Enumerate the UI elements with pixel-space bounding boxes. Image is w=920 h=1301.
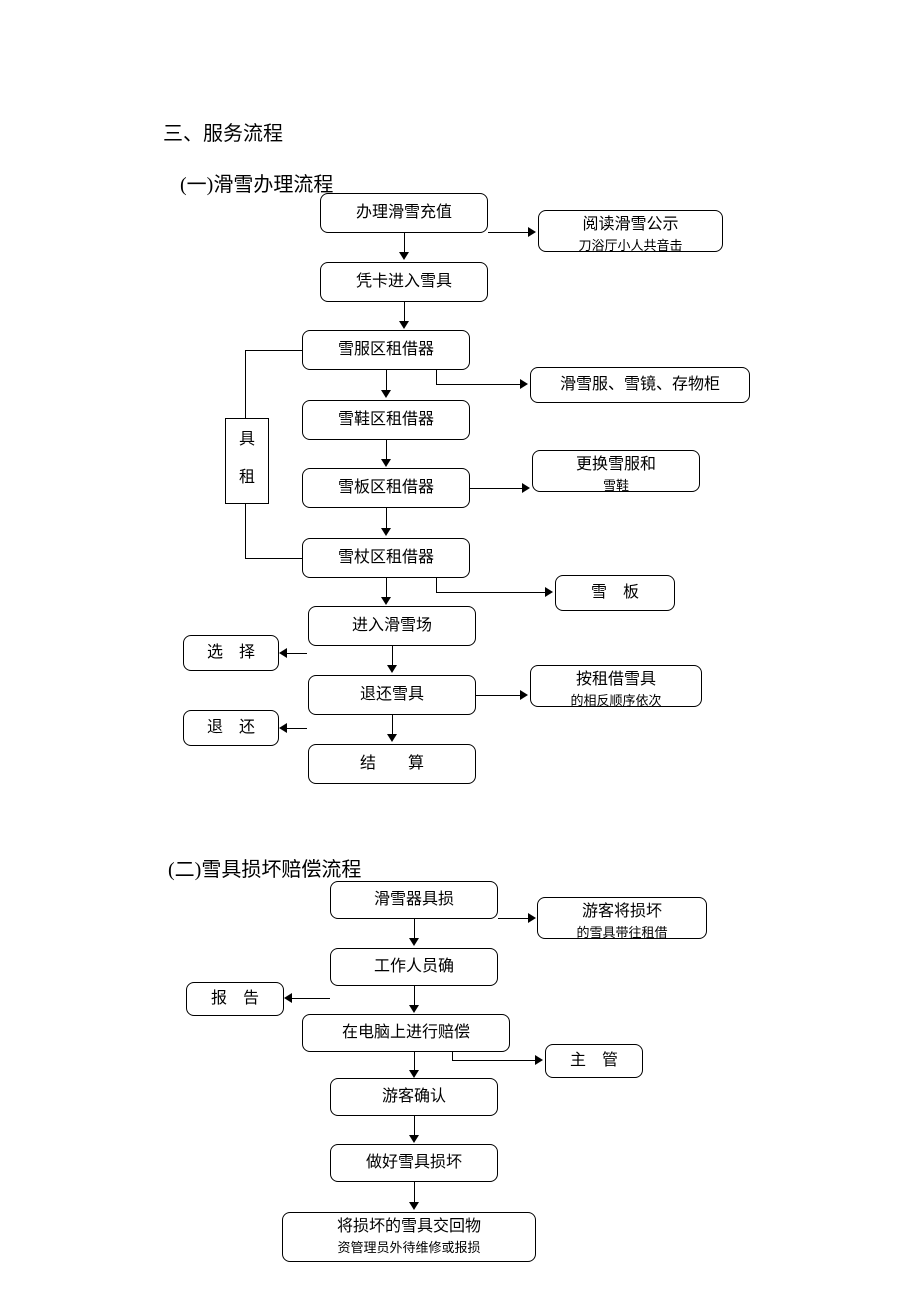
flow-node-n3: 雪服区租借器 [302, 330, 470, 370]
connector [386, 508, 387, 530]
connector [470, 488, 524, 489]
heading: 三、服务流程 [163, 117, 283, 146]
connector [488, 232, 531, 233]
connector [381, 528, 391, 536]
connector [290, 998, 330, 999]
connector [476, 695, 522, 696]
flow-node-n8: 退还雪具 [308, 675, 476, 715]
connector [245, 558, 302, 559]
connector [399, 321, 409, 329]
connector [436, 384, 522, 385]
flow-node-l2: 选 择 [183, 635, 279, 671]
connector [409, 1135, 419, 1143]
connector [279, 648, 287, 658]
flow-node-r3: 更换雪服和雪鞋 [532, 450, 700, 492]
flow-node-n4: 雪鞋区租借器 [302, 400, 470, 440]
connector [452, 1060, 537, 1061]
flow-sidebox-l1: 具租 [225, 418, 269, 504]
flow-node-m2: 工作人员确 [330, 948, 498, 986]
connector [279, 723, 287, 733]
connector [498, 918, 530, 919]
connector [436, 370, 437, 384]
connector [409, 1005, 419, 1013]
flow-node-r1: 阅读滑雪公示刀浴厅小人共音击 [538, 210, 723, 252]
connector [409, 1202, 419, 1210]
flow-node-l3: 退 还 [183, 710, 279, 746]
connector [245, 350, 246, 418]
flow-node-m6: 将损坏的雪具交回物资管理员外待维修或报损 [282, 1212, 536, 1262]
connector [436, 592, 546, 593]
connector [409, 938, 419, 946]
connector [270, 350, 302, 351]
flow-node-r4: 雪 板 [555, 575, 675, 611]
flow-node-n9: 结 算 [308, 744, 476, 784]
flow-node-mr1: 游客将损坏的雪具带往租借 [537, 897, 707, 939]
flow-node-ml1: 报 告 [186, 982, 284, 1016]
connector [381, 459, 391, 467]
flow-node-n2: 凭卡进入雪具 [320, 262, 488, 302]
flow-node-m4: 游客确认 [330, 1078, 498, 1116]
connector [545, 587, 553, 597]
connector [386, 370, 387, 392]
heading: (二)雪具损坏赔偿流程 [168, 853, 361, 882]
flow-node-n6: 雪杖区租借器 [302, 538, 470, 578]
connector [452, 1052, 453, 1060]
connector [399, 252, 409, 260]
connector [528, 913, 536, 923]
connector [522, 483, 530, 493]
connector [409, 1070, 419, 1078]
connector [520, 690, 528, 700]
flow-node-r2: 滑雪服、雪镜、存物柜 [530, 367, 750, 403]
flow-node-mr2: 主 管 [545, 1044, 643, 1078]
connector [285, 653, 307, 654]
flow-node-m5: 做好雪具损坏 [330, 1144, 498, 1182]
connector [414, 1182, 415, 1204]
connector [535, 1055, 543, 1065]
connector [245, 350, 270, 351]
flow-node-n5: 雪板区租借器 [302, 468, 470, 508]
flow-node-m3: 在电脑上进行赔偿 [302, 1014, 510, 1052]
connector [381, 597, 391, 605]
connector [387, 665, 397, 673]
heading: (一)滑雪办理流程 [180, 168, 333, 197]
flow-node-m1: 滑雪器具损 [330, 881, 498, 919]
connector [381, 390, 391, 398]
flow-node-n7: 进入滑雪场 [308, 606, 476, 646]
flow-node-n1: 办理滑雪充值 [320, 193, 488, 233]
flow-node-r5: 按租借雪具的相反顺序依次 [530, 665, 702, 707]
connector [387, 734, 397, 742]
connector [436, 578, 437, 592]
connector [520, 379, 528, 389]
connector [285, 728, 307, 729]
connector [528, 227, 536, 237]
connector [284, 993, 292, 1003]
connector [245, 504, 246, 558]
